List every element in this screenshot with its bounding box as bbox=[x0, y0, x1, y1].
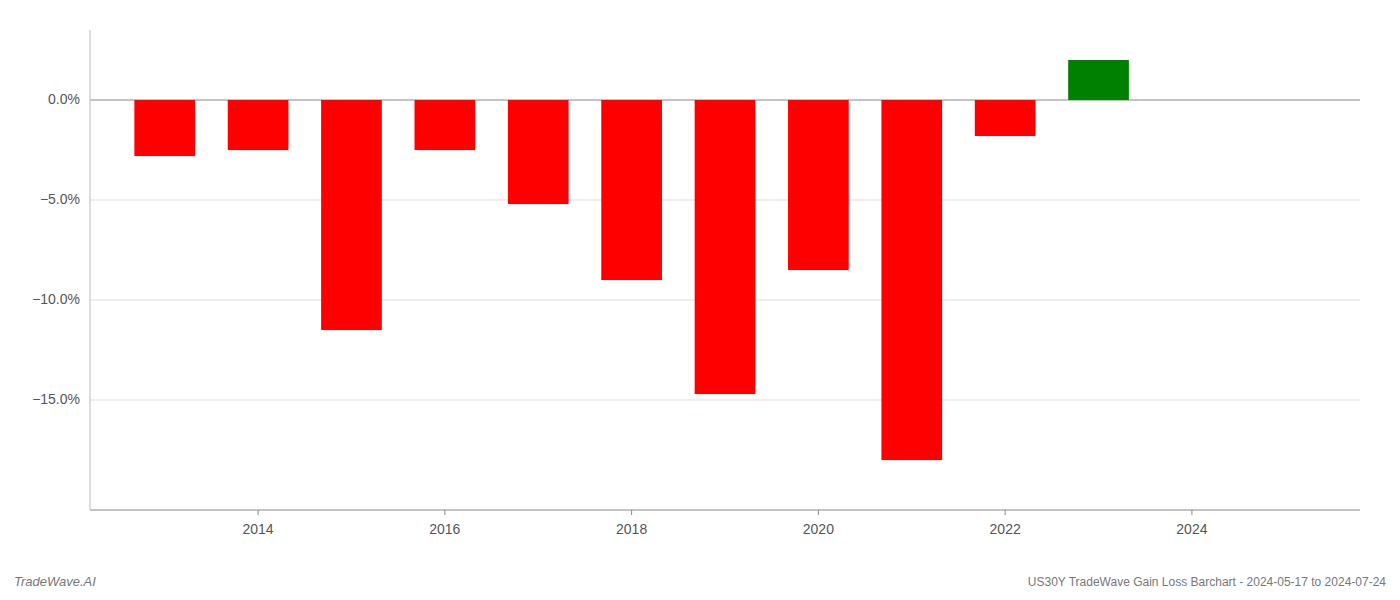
bar bbox=[601, 100, 662, 280]
x-tick bbox=[444, 510, 445, 515]
y-tick-label: −5.0% bbox=[40, 191, 80, 207]
title: US30Y TradeWave Gain Loss Barchart - 202… bbox=[1028, 575, 1387, 589]
grid-line bbox=[90, 400, 1360, 401]
x-tick bbox=[1005, 510, 1006, 515]
chart-svg: 0.0% −5.0% −10.0% −15.0% 2014 2016 2018 2020 202… bbox=[0, 0, 1400, 600]
bars bbox=[134, 60, 1129, 460]
x-tick-label: 2016 bbox=[429, 521, 460, 537]
bar bbox=[228, 100, 289, 150]
bar bbox=[975, 100, 1036, 136]
y-tick-labels: 0.0% −5.0% −10.0% −15.0% bbox=[32, 91, 80, 407]
x-tick bbox=[631, 510, 632, 515]
x-ticks: 2014 2016 2018 2020 2022 2024 bbox=[243, 510, 1208, 537]
y-tick-label: 0.0% bbox=[48, 91, 80, 107]
x-tick bbox=[258, 510, 259, 515]
y-axis-line bbox=[90, 30, 91, 510]
bar bbox=[508, 100, 569, 204]
chart-container: 0.0% −5.0% −10.0% −15.0% 2014 2016 2018 2020 202… bbox=[0, 0, 1400, 600]
bar bbox=[881, 100, 942, 460]
bar bbox=[1068, 60, 1129, 100]
annotation: TradeWave.AI bbox=[14, 574, 96, 589]
background bbox=[0, 0, 1400, 600]
bar bbox=[415, 100, 476, 150]
x-axis-line bbox=[90, 510, 1360, 511]
bar bbox=[788, 100, 849, 270]
bar bbox=[321, 100, 382, 330]
x-tick-label: 2024 bbox=[1176, 521, 1207, 537]
x-tick-label: 2018 bbox=[616, 521, 647, 537]
y-tick-label: −10.0% bbox=[32, 291, 80, 307]
x-tick-label: 2022 bbox=[990, 521, 1021, 537]
bar bbox=[134, 100, 195, 156]
y-tick-label: −15.0% bbox=[32, 391, 80, 407]
bar bbox=[695, 100, 756, 394]
y-grid bbox=[90, 100, 1360, 400]
x-tick-label: 2020 bbox=[803, 521, 834, 537]
x-tick bbox=[818, 510, 819, 515]
x-tick-label: 2014 bbox=[243, 521, 274, 537]
x-tick bbox=[1191, 510, 1192, 515]
